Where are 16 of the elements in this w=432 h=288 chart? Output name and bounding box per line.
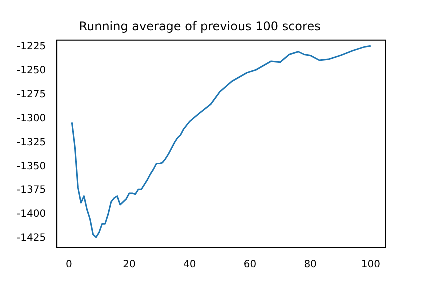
x-tick-label: 80 [304, 260, 317, 271]
y-tick-label: -1375 [16, 185, 46, 196]
y-tick-label: -1425 [16, 233, 46, 244]
x-tick-label: 20 [123, 260, 136, 271]
y-tick-label: -1300 [16, 113, 46, 124]
y-tick-label: -1325 [16, 137, 46, 148]
chart-title: Running average of previous 100 scores [79, 19, 321, 34]
y-tick-label: -1350 [16, 161, 46, 172]
x-tick-label: 0 [66, 260, 72, 271]
y-tick-label: -1275 [16, 90, 46, 101]
y-tick-label: -1400 [16, 209, 46, 220]
x-tick-label: 100 [361, 260, 380, 271]
y-tick-label: -1225 [16, 42, 46, 53]
x-tick-label: 40 [183, 260, 196, 271]
y-tick-label: -1250 [16, 66, 46, 77]
x-tick-label: 60 [244, 260, 257, 271]
